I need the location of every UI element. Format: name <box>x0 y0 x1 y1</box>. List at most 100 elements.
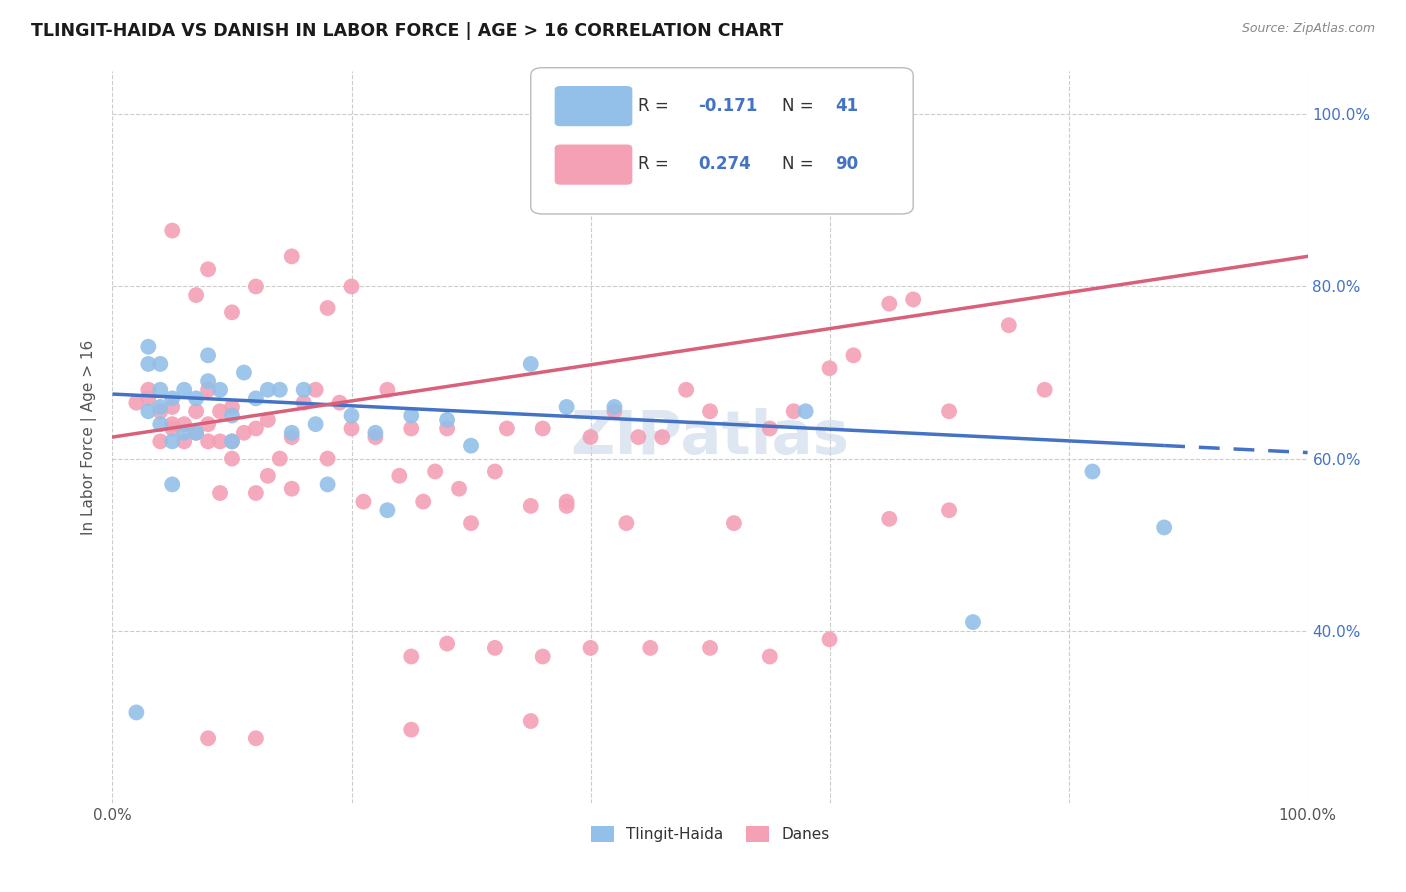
Point <box>496 421 519 435</box>
Point <box>555 499 578 513</box>
Point <box>520 357 543 371</box>
Point <box>962 615 984 629</box>
Point <box>292 383 315 397</box>
Text: -0.171: -0.171 <box>699 96 758 115</box>
Point <box>484 640 506 655</box>
Text: R =: R = <box>638 155 675 173</box>
Point <box>149 404 172 418</box>
Point <box>186 288 208 302</box>
Point <box>364 430 387 444</box>
Point <box>149 383 172 397</box>
Point <box>281 249 304 263</box>
Point <box>221 400 243 414</box>
Point <box>388 468 411 483</box>
Point <box>257 383 280 397</box>
Point <box>794 404 817 418</box>
Point <box>138 340 160 354</box>
Point <box>401 421 423 435</box>
Point <box>245 486 267 500</box>
Point <box>627 430 650 444</box>
Point <box>269 451 291 466</box>
Point <box>233 425 256 440</box>
Point <box>245 279 267 293</box>
Point <box>162 400 183 414</box>
Point <box>162 477 183 491</box>
Point <box>699 404 721 418</box>
Point <box>603 400 626 414</box>
Point <box>197 434 219 449</box>
Text: N =: N = <box>782 155 818 173</box>
Point <box>245 731 267 746</box>
Point <box>162 223 183 237</box>
Point <box>233 366 256 380</box>
Point <box>209 383 232 397</box>
Point <box>484 465 506 479</box>
Point <box>186 392 208 406</box>
Point <box>197 348 219 362</box>
Point <box>401 409 423 423</box>
Point <box>221 434 243 449</box>
Point <box>257 468 280 483</box>
Point <box>138 404 160 418</box>
Point <box>221 409 243 423</box>
Point <box>938 503 960 517</box>
Point <box>305 417 328 432</box>
Point <box>197 383 219 397</box>
Point <box>162 392 183 406</box>
Point <box>555 494 578 508</box>
Point <box>818 632 841 647</box>
Point <box>603 404 626 418</box>
Point <box>401 723 423 737</box>
Point <box>197 374 219 388</box>
Point <box>292 395 315 409</box>
Point <box>186 404 208 418</box>
Point <box>149 400 172 414</box>
Point <box>162 417 183 432</box>
FancyBboxPatch shape <box>554 145 633 185</box>
Point <box>245 421 267 435</box>
Point <box>675 383 697 397</box>
Point <box>401 649 423 664</box>
Point <box>329 395 352 409</box>
Point <box>197 417 219 432</box>
Text: 0.274: 0.274 <box>699 155 751 173</box>
Point <box>209 486 232 500</box>
Point <box>162 434 183 449</box>
Point <box>125 395 148 409</box>
Point <box>257 413 280 427</box>
Point <box>209 404 232 418</box>
Point <box>364 425 387 440</box>
Point <box>377 503 399 517</box>
Text: 41: 41 <box>835 96 859 115</box>
Point <box>269 383 291 397</box>
Text: N =: N = <box>782 96 818 115</box>
FancyBboxPatch shape <box>531 68 914 214</box>
Point <box>221 451 243 466</box>
Point <box>520 499 543 513</box>
Point <box>555 400 578 414</box>
Point <box>173 425 195 440</box>
Point <box>579 640 602 655</box>
Point <box>998 318 1021 333</box>
Point <box>377 383 399 397</box>
Point <box>138 392 160 406</box>
Y-axis label: In Labor Force | Age > 16: In Labor Force | Age > 16 <box>80 340 97 534</box>
Point <box>221 434 243 449</box>
Point <box>221 305 243 319</box>
Point <box>173 434 195 449</box>
Point <box>340 409 363 423</box>
Point <box>173 417 195 432</box>
Point <box>759 649 782 664</box>
Text: 90: 90 <box>835 155 859 173</box>
Point <box>436 421 458 435</box>
Point <box>340 279 363 293</box>
Point <box>818 361 841 376</box>
Point <box>1081 465 1104 479</box>
Text: TLINGIT-HAIDA VS DANISH IN LABOR FORCE | AGE > 16 CORRELATION CHART: TLINGIT-HAIDA VS DANISH IN LABOR FORCE |… <box>31 22 783 40</box>
Point <box>412 494 434 508</box>
Legend: Tlingit-Haida, Danes: Tlingit-Haida, Danes <box>583 819 837 850</box>
Point <box>125 706 148 720</box>
Point <box>162 421 183 435</box>
Point <box>651 430 673 444</box>
Point <box>316 477 339 491</box>
